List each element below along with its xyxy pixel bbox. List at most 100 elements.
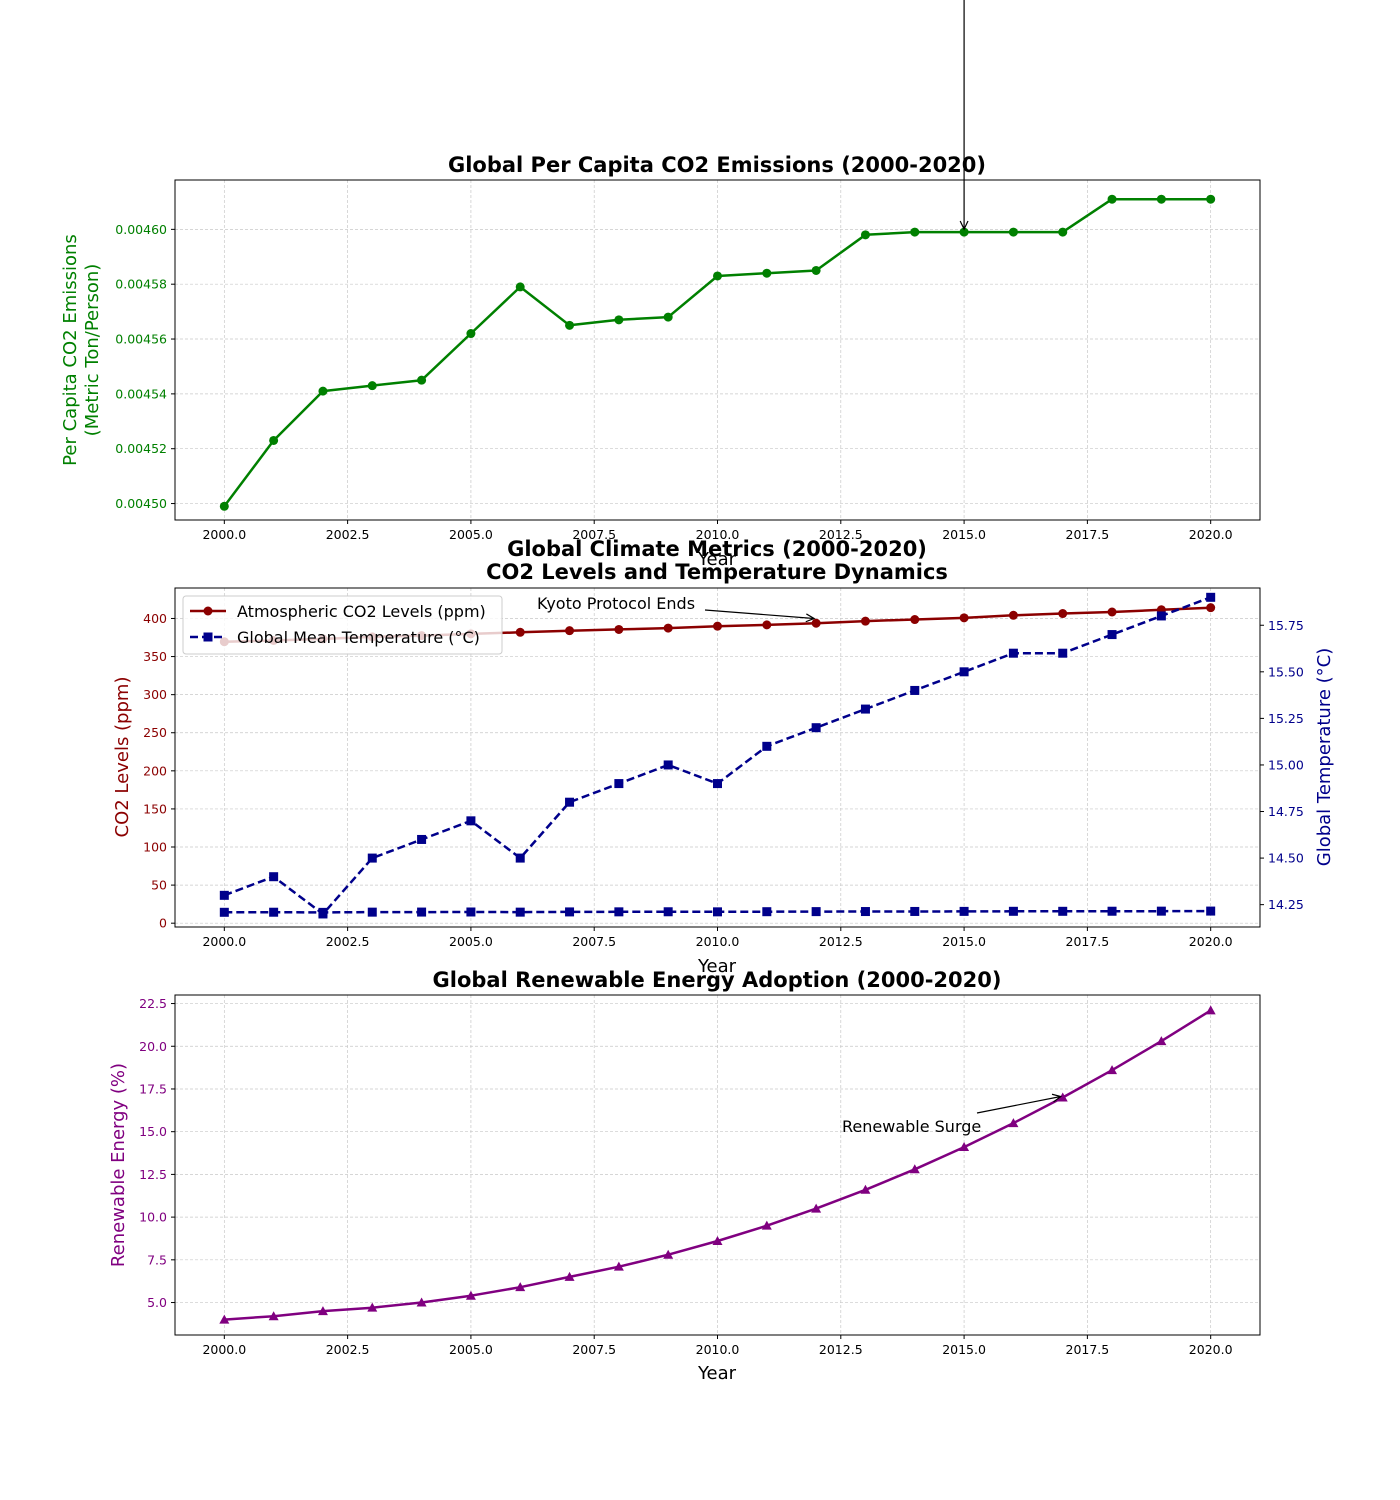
emissions-point [663,312,673,322]
emissions-title: Global Per Capita CO2 Emissions (2000-20… [448,153,986,177]
emissions-y-tick-label: 0.00452 [115,441,167,456]
climate-temp-point [1058,648,1068,658]
renewable-y-tick-label: 15.0 [139,1124,167,1139]
emissions-point [318,386,328,396]
emissions-panel: Global Per Capita CO2 Emissions (2000-20… [60,0,1261,570]
emissions-x-tick-label: 2020.0 [1189,527,1233,542]
emissions-point [515,282,525,292]
climate-temp-left-axis-point [762,907,772,917]
emissions-point [565,320,575,330]
renewable-point [219,1314,230,1324]
legend-swatch-temp-marker [203,632,213,642]
climate-y-tick-label: 150 [143,801,167,816]
renewable-x-tick-label: 2015.0 [942,1342,986,1357]
emissions-point [417,375,427,385]
climate-temp-point [1156,611,1166,621]
climate-temp-left-axis-point [1107,906,1117,916]
emissions-y-tick-label: 0.00456 [115,332,167,347]
climate-y-tick-label: 350 [143,649,167,664]
renewable-y-label: Renewable Energy (%) [108,1063,129,1267]
renewable-title: Global Renewable Energy Adoption (2000-2… [433,968,1002,992]
renewable-point [613,1261,624,1271]
climate-co2-point [515,627,525,637]
emissions-x-tick-label: 2005.0 [449,527,493,542]
renewable-point [367,1302,378,1312]
climate-temp-point [318,909,328,919]
renewable-y-tick-label: 22.5 [139,996,167,1011]
climate-temp-left-axis-point [466,907,476,917]
emissions-x-tick-label: 2000.0 [202,527,246,542]
emissions-annotation-arrowhead [959,220,969,231]
climate-right-y-tick-label: 14.50 [1268,851,1304,866]
climate-y-ticks: 0 50 100 150 200 250 300 350 400 [143,611,175,931]
climate-co2-point [762,620,772,630]
renewable-x-tick-label: 2017.5 [1066,1342,1110,1357]
climate-right-y-tick-label: 15.75 [1268,618,1304,633]
renewable-x-tick-label: 2020.0 [1189,1342,1233,1357]
climate-x-tick-label: 2010.0 [696,934,740,949]
climate-co2-point [1107,607,1117,617]
renewable-annotation: Renewable Surge [842,1093,1063,1136]
climate-temp-left-axis-point [1206,906,1216,916]
renewable-point [712,1236,723,1246]
climate-annotation-arrowhead [805,613,816,623]
emissions-series [219,194,1216,511]
climate-temp-left-axis-point [1058,906,1068,916]
climate-y-tick-label: 100 [143,840,167,855]
climate-y-tick-label: 50 [151,878,167,893]
climate-y-ticks-right: 14.25 14.50 14.75 15.00 15.25 15.50 15.75 [1260,618,1304,912]
renewable-y-tick-label: 20.0 [139,1039,167,1054]
emissions-point [860,230,870,240]
renewable-point [1057,1092,1068,1102]
climate-temp-left-axis-point [860,907,870,917]
renewable-point [811,1203,822,1213]
climate-y-label-left: CO2 Levels (ppm) [112,677,133,838]
climate-co2-point [959,613,969,623]
climate-temp-point [910,685,920,695]
climate-temp-left-axis-point [910,906,920,916]
legend-label-temp: Global Mean Temperature (°C) [237,628,480,647]
climate-temp-left-axis-point [269,907,279,917]
emissions-x-tick-label: 2002.5 [326,527,370,542]
climate-co2-point [910,615,920,625]
climate-annotation-arrow [704,609,815,620]
climate-x-tick-label: 2015.0 [942,934,986,949]
emissions-point [1107,194,1117,204]
emissions-point [1206,194,1216,204]
climate-temp-point [811,723,821,733]
climate-temp-point [860,704,870,714]
climate-temp-point [1107,630,1117,640]
climate-y-tick-label: 0 [159,916,167,931]
climate-panel: Global Climate Metrics (2000-2020) CO2 L… [112,537,1335,977]
climate-y-tick-label: 250 [143,725,167,740]
emissions-point [1008,227,1018,237]
climate-y-tick-label: 200 [143,763,167,778]
renewable-x-ticks: 2000.0 2002.5 2005.0 2007.5 2010.0 2012.5 2015… [202,1335,1233,1357]
emissions-y-label-line1: Per Capita CO2 Emissions [60,234,81,466]
climate-y-tick-label: 300 [143,687,167,702]
climate-temp-point [1206,592,1216,602]
renewable-x-tick-label: 2007.5 [572,1342,616,1357]
climate-temp-left-axis-point [417,907,427,917]
climate-co2-point [811,618,821,628]
climate-co2-point [860,616,870,626]
climate-co2-point [663,623,673,633]
emissions-y-ticks: 0.00450 0.00452 0.00454 0.00456 0.00458 0.004… [115,222,175,511]
emissions-point [811,265,821,275]
emissions-annotation [959,0,969,231]
climate-temp-point [565,797,575,807]
climate-temp-point [219,890,229,900]
renewable-y-ticks: 5.0 7.5 10.0 12.5 15.0 17.5 20.0 22.5 [139,996,175,1310]
climate-right-y-tick-label: 14.25 [1268,897,1304,912]
renewable-x-tick-label: 2012.5 [819,1342,863,1357]
renewable-point [1205,1005,1216,1015]
legend-label-co2: Atmospheric CO2 Levels (ppm) [237,602,486,621]
emissions-point [367,381,377,391]
emissions-y-label-line2: (Metric Ton/Person) [82,264,103,437]
climate-temp-point [713,779,722,789]
renewable-point [663,1249,674,1259]
climate-x-tick-label: 2012.5 [819,934,863,949]
renewable-y-tick-label: 5.0 [147,1295,167,1310]
renewable-y-tick-label: 7.5 [147,1252,167,1267]
climate-temp-left-axis-point [515,907,525,917]
